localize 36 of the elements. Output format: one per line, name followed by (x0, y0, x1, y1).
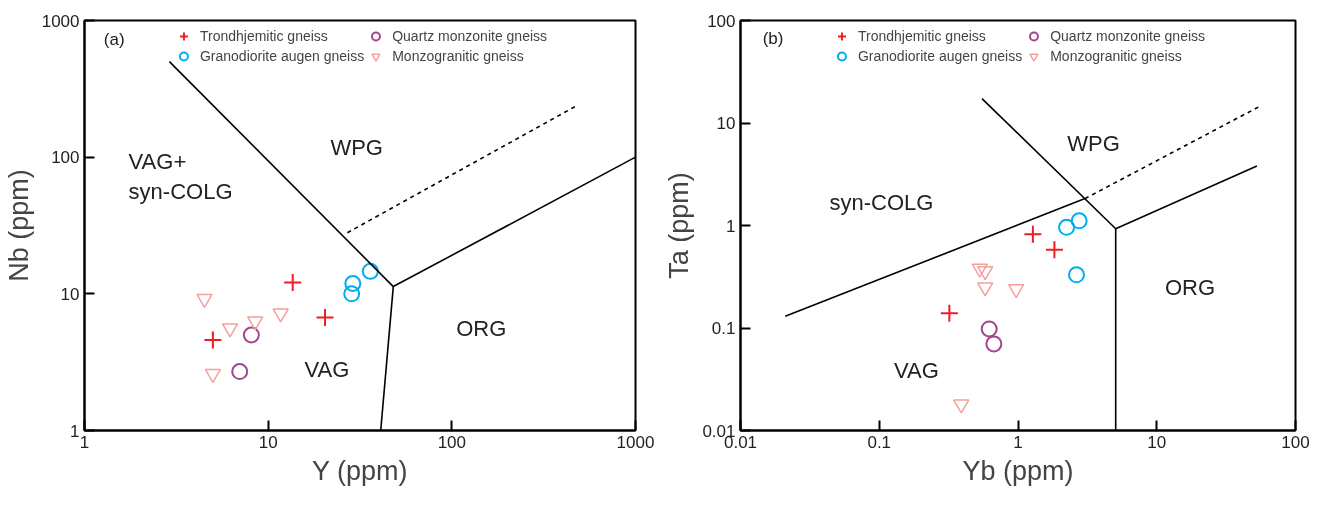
annotation: syn-COLG (829, 189, 934, 215)
x-tick-label: 1 (1013, 432, 1023, 452)
annotation: ORG (456, 315, 507, 341)
annotation: WPG (1067, 131, 1120, 156)
y-tick-label: 1 (726, 216, 736, 236)
annotation: VAG (894, 358, 939, 384)
x-tick-label: 100 (437, 432, 467, 452)
legend-label: Quartz monzonite gneiss (392, 27, 548, 45)
y-axis-title: Ta (ppm) (664, 172, 695, 279)
y-axis-title: Nb (ppm) (3, 169, 34, 282)
x-tick-label: 10 (1147, 432, 1167, 452)
legend-label: Trondhjemitic gneiss (199, 27, 328, 45)
x-tick-label: 100 (1281, 432, 1310, 452)
x-tick-label: 10 (258, 432, 278, 452)
y-tick-label: 10 (716, 114, 736, 133)
annotation: VAG+ syn-COLG (128, 148, 233, 204)
legend-label: Monzogranitic gneiss (1050, 47, 1182, 65)
y-tick-label: 1000 (41, 11, 80, 31)
annotation: (b) (762, 29, 784, 49)
x-tick-label: 0.1 (867, 432, 892, 452)
y-tick-label: 100 (707, 11, 736, 31)
legend-label: Quartz monzonite gneiss (1050, 27, 1206, 45)
x-axis-title: Y (ppm) (311, 455, 408, 486)
annotation: ORG (1164, 274, 1216, 300)
legend-label: Monzogranitic gneiss (392, 47, 524, 65)
annotation: (a) (103, 30, 125, 50)
annotation: WPG (330, 135, 383, 161)
legend-label: Trondhjemitic gneiss (857, 27, 986, 45)
y-tick-label: 100 (51, 148, 80, 168)
legend-label: Granodiorite augen gneiss (857, 47, 1023, 65)
x-axis-title: Yb (ppm) (962, 455, 1074, 486)
annotation: VAG (304, 356, 350, 382)
x-tick-label: 1000 (616, 432, 655, 452)
y-tick-label: 10 (60, 284, 80, 304)
y-tick-label: 0.1 (711, 319, 736, 338)
legend-label: Granodiorite augen gneiss (199, 47, 365, 65)
